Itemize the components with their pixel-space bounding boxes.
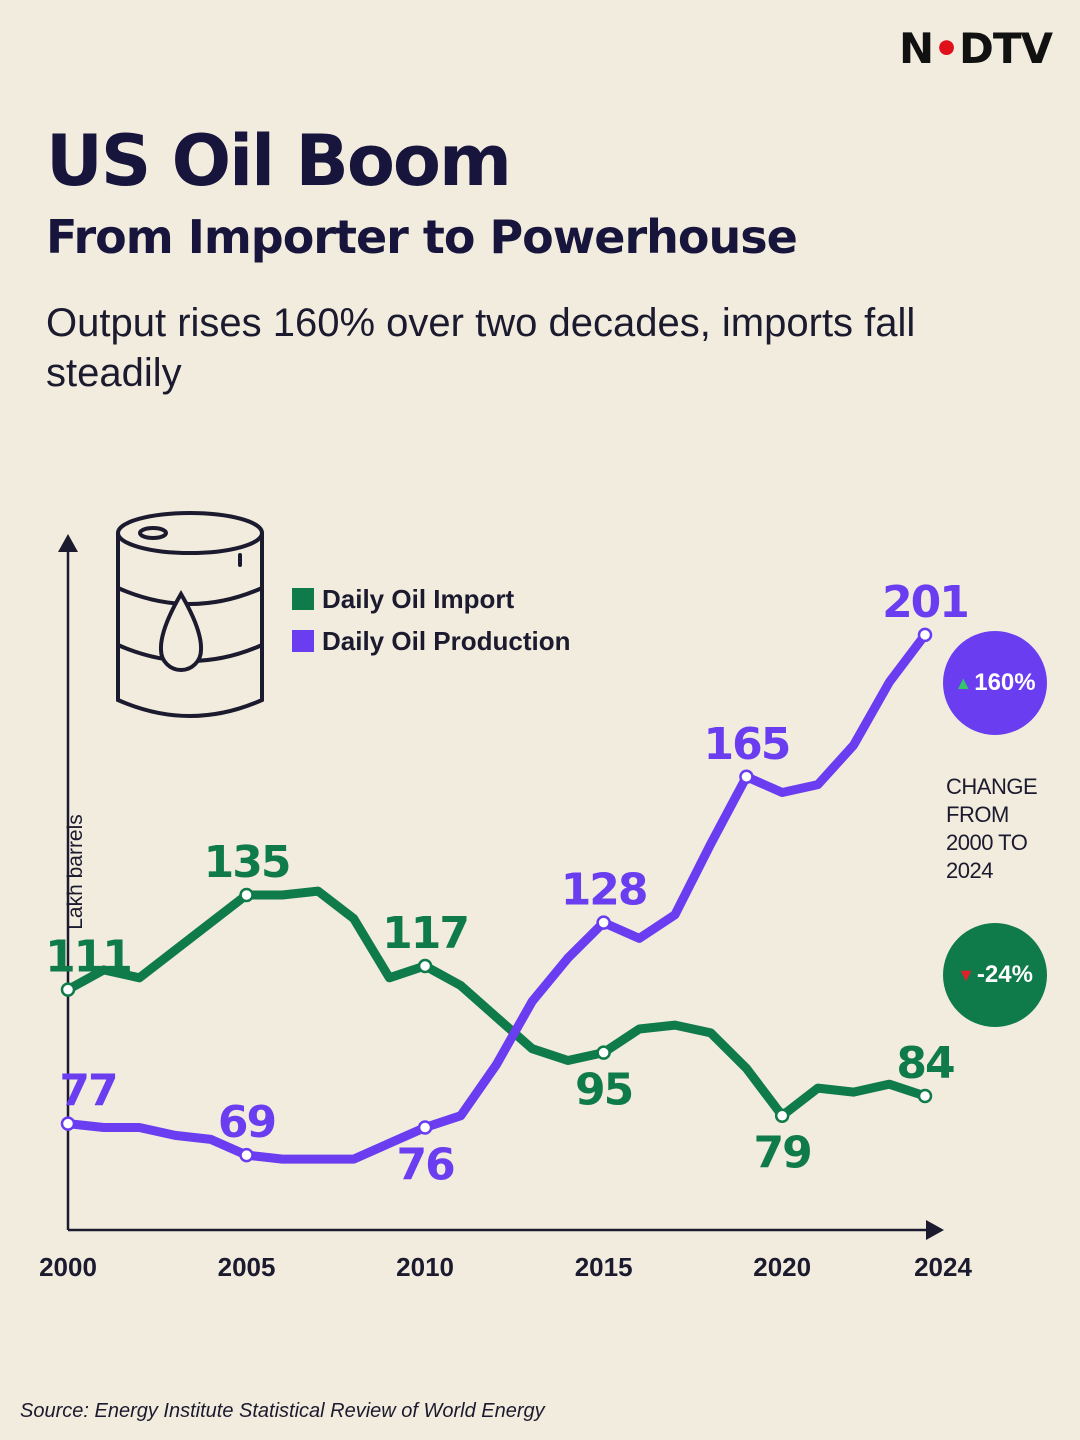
change-note: CHANGE FROM 2000 TO 2024: [946, 774, 1038, 883]
data-point-import: [917, 1088, 933, 1104]
x-tick-label: 2015: [575, 1252, 633, 1282]
data-point-import: [774, 1108, 790, 1123]
oil-barrel-icon: [116, 511, 264, 718]
data-point-production: [596, 915, 611, 930]
data-point-production: [417, 1120, 433, 1135]
legend-label-production: Daily Oil Production: [322, 625, 571, 656]
page-subtitle: From Importer to Powerhouse: [46, 210, 798, 264]
axes: [66, 548, 930, 1232]
x-ticks: 2000 2005 2010 2015 2020 2024: [39, 1252, 972, 1282]
down-arrow-icon: ▼: [957, 964, 975, 985]
y-axis-label: Lakh barrels: [63, 814, 87, 930]
data-label-production: 128: [561, 865, 647, 916]
data-label-import: 111: [45, 932, 131, 983]
legend-item-production: Daily Oil Production: [292, 620, 570, 662]
data-label-production: 77: [59, 1066, 116, 1117]
data-point-import: [60, 982, 76, 997]
data-label-import: 135: [204, 837, 290, 888]
data-point-production: [60, 1116, 76, 1131]
x-axis-arrow: [926, 1220, 944, 1240]
data-label-production: 76: [396, 1140, 454, 1191]
data-markers: [60, 627, 933, 1163]
page-title: US Oil Boom: [46, 120, 512, 202]
data-point-import: [417, 958, 433, 974]
up-arrow-icon: ▲: [954, 672, 973, 693]
source-note: Source: Energy Institute Statistical Rev…: [20, 1400, 545, 1422]
data-point-import: [596, 1045, 611, 1060]
import-change-value: -24%: [976, 961, 1033, 988]
x-tick-label: 2010: [396, 1252, 454, 1282]
x-tick-label: 2000: [39, 1252, 97, 1282]
legend-item-import: Daily Oil Import: [292, 578, 570, 620]
data-point-production: [739, 769, 754, 785]
data-label-production: 69: [218, 1097, 275, 1148]
production-change-value: 160%: [974, 669, 1036, 696]
logo-dot: •: [933, 24, 960, 73]
x-tick-label: 2020: [753, 1252, 811, 1282]
data-point-production: [917, 627, 933, 643]
data-label-import: 117: [382, 908, 468, 959]
x-tick-label: 2024: [914, 1252, 972, 1282]
x-tick-label: 2005: [218, 1252, 276, 1282]
legend-swatch-import: [292, 588, 314, 610]
data-labels: 111 135 117 95 79 84 77 69 76 128 165 201: [45, 577, 970, 1191]
data-label-production: 201: [882, 577, 968, 628]
production-change-badge: ▲ 160%: [943, 631, 1047, 735]
data-label-import: 84: [896, 1038, 954, 1089]
data-label-import: 79: [754, 1128, 811, 1179]
ndtv-logo: N•DTV: [898, 24, 1053, 73]
series-line-production: [63, 630, 930, 1164]
data-label-production: 165: [704, 719, 790, 770]
data-label-import: 95: [575, 1065, 632, 1116]
import-change-badge: ▼ -24%: [943, 923, 1047, 1027]
data-point-import: [239, 887, 254, 903]
data-point-production: [239, 1147, 254, 1163]
deck-text: Output rises 160% over two decades, impo…: [46, 301, 916, 395]
legend-swatch-production: [292, 630, 314, 652]
legend: Daily Oil Import Daily Oil Production: [292, 578, 570, 662]
y-axis-arrow: [58, 534, 78, 552]
legend-label-import: Daily Oil Import: [322, 583, 515, 614]
series-line-import: [63, 886, 930, 1121]
